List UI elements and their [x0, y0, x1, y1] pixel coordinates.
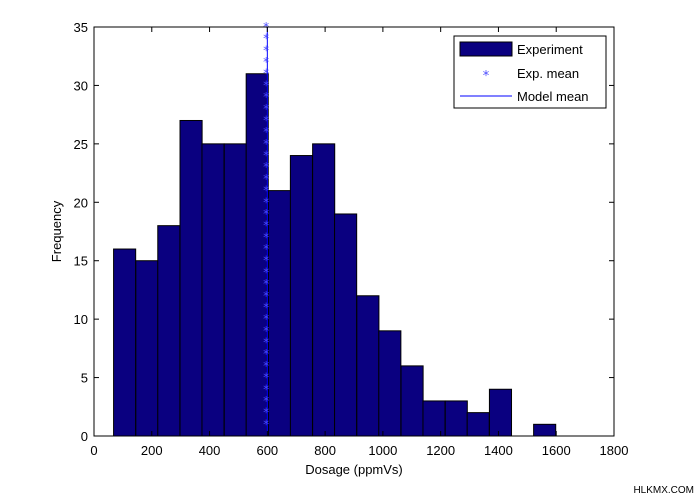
exp-mean-marker: *: [263, 137, 269, 151]
exp-mean-marker: *: [263, 254, 269, 268]
y-tick-label: 5: [81, 371, 88, 386]
exp-mean-marker: *: [263, 312, 269, 326]
histogram-bar: [289, 155, 313, 437]
exp-mean-marker: *: [263, 43, 269, 57]
y-tick-label: 10: [74, 312, 88, 327]
y-tick-label: 20: [74, 195, 88, 210]
exp-mean-marker: *: [263, 102, 269, 116]
histogram-bar: [157, 225, 181, 437]
y-tick-label: 35: [74, 20, 88, 35]
exp-mean-marker: *: [263, 289, 269, 303]
exp-mean-marker: *: [263, 67, 269, 81]
exp-mean-marker: *: [263, 394, 269, 408]
histogram-bar: [113, 248, 137, 437]
exp-mean-marker: *: [263, 242, 269, 256]
histogram-bar: [201, 143, 225, 437]
exp-mean-marker: *: [263, 371, 269, 385]
exp-mean-marker: *: [263, 347, 269, 361]
legend-experiment-label: Experiment: [517, 42, 583, 57]
legend-exp-mean-label: Exp. mean: [517, 66, 579, 81]
exp-mean-marker: *: [263, 149, 269, 163]
histogram-bar: [488, 388, 513, 437]
exp-mean-marker: *: [263, 184, 269, 198]
histogram-bar: [378, 330, 402, 437]
exp-mean-marker: *: [263, 113, 269, 127]
exp-mean-marker: *: [263, 359, 269, 373]
y-tick-label: 15: [74, 254, 88, 269]
exp-mean-marker: *: [263, 172, 269, 186]
legend-experiment-swatch: [459, 41, 513, 57]
exp-mean-marker: *: [263, 277, 269, 291]
y-tick-label: 0: [81, 429, 88, 444]
watermark: HLKMX.COM: [633, 485, 694, 496]
y-tick-label: 30: [74, 78, 88, 93]
legend-model-mean-label: Model mean: [517, 89, 589, 104]
histogram-bar: [135, 260, 159, 437]
histogram-bar: [334, 213, 358, 437]
x-tick-label: 1800: [600, 443, 629, 458]
exp-mean-marker: *: [263, 265, 269, 279]
x-tick-label: 1600: [542, 443, 571, 458]
histogram-bar: [533, 423, 557, 437]
exp-mean-marker: *: [263, 230, 269, 244]
x-tick-label: 400: [199, 443, 221, 458]
x-tick-label: 200: [141, 443, 163, 458]
x-tick-label: 1400: [484, 443, 513, 458]
histogram-bar: [312, 143, 336, 437]
exp-mean-marker: *: [263, 382, 269, 396]
y-tick-label: 25: [74, 137, 88, 152]
exp-mean-marker: *: [263, 207, 269, 221]
exp-mean-marker: *: [263, 406, 269, 420]
exp-mean-marker: *: [263, 195, 269, 209]
histogram-bar: [400, 365, 424, 437]
exp-mean-marker: *: [263, 417, 269, 431]
exp-mean-marker: *: [263, 32, 269, 46]
exp-mean-marker: *: [263, 219, 269, 233]
exp-mean-marker: *: [263, 78, 269, 92]
exp-mean-marker: *: [263, 125, 269, 139]
y-axis-label: Frequency: [49, 200, 64, 262]
x-tick-label: 1200: [426, 443, 455, 458]
exp-mean-marker: *: [263, 300, 269, 314]
histogram-bar: [223, 143, 247, 437]
x-tick-label: 800: [314, 443, 336, 458]
x-tick-label: 600: [256, 443, 278, 458]
legend-exp-mean-marker: *: [483, 69, 490, 84]
axes-box: [93, 26, 615, 437]
histogram-bar: [444, 400, 468, 437]
histogram-bar: [356, 295, 380, 437]
histogram-bar: [179, 119, 203, 437]
x-tick-label: 0: [90, 443, 97, 458]
x-axis-label: Dosage (ppmVs): [305, 462, 403, 477]
exp-mean-marker: *: [263, 336, 269, 350]
exp-mean-marker: *: [263, 90, 269, 104]
histogram-bar: [267, 190, 292, 437]
histogram-bar: [466, 412, 490, 437]
exp-mean-marker: *: [263, 324, 269, 338]
exp-mean-marker: *: [263, 160, 269, 174]
histogram-bar: [422, 400, 446, 437]
exp-mean-marker: *: [263, 55, 269, 69]
x-tick-label: 1000: [368, 443, 397, 458]
